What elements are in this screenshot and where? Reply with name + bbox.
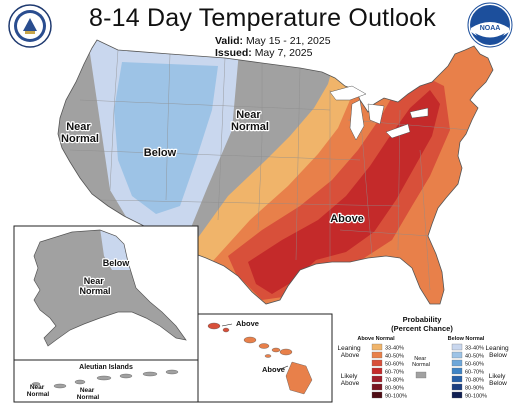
legend-near-normal-line2: Normal — [412, 362, 430, 368]
date-block: Valid: May 15 - 21, 2025 Issued: May 7, … — [215, 35, 331, 59]
legend-above-swatch-label-0: 33-40% — [385, 346, 404, 352]
near-normal-central-line1: Near — [236, 109, 261, 121]
region-label-below: Below — [144, 147, 177, 159]
legend-leaning-below-line1: Leaning — [486, 345, 510, 352]
legend-below-swatch-0 — [451, 343, 463, 351]
legend-above-swatch-label-2: 50-60% — [385, 362, 404, 368]
aleutian-title: Aleutian Islands — [79, 364, 133, 371]
aleutian-near-normal-2-line2: Normal — [77, 394, 100, 401]
legend-near-normal-label: Near Normal — [412, 356, 430, 368]
legend-below-swatch-6 — [451, 391, 463, 399]
legend-below-swatch-label-3: 60-70% — [465, 370, 484, 376]
commerce-seal-icon — [8, 4, 52, 48]
legend-likely-below: Likely Below — [489, 373, 507, 387]
legend-title-line2: (Percent Chance) — [391, 324, 453, 333]
legend-below-swatch-label-4: 70-80% — [465, 378, 484, 384]
legend-likely-above-line1: Likely — [341, 373, 358, 380]
noaa-logo-icon: NOAA — [467, 2, 513, 48]
issued-label: Issued: — [215, 47, 252, 59]
noaa-logo-text: NOAA — [480, 25, 501, 32]
alaska-outline — [33, 229, 187, 347]
legend-below-swatch-label-0: 33-40% — [465, 346, 484, 352]
aleutian-near-normal-1-line2: Normal — [27, 391, 50, 398]
hawaii-label-above-1: Above — [236, 319, 259, 328]
aleutian-near-normal-2-line1: Near — [80, 387, 95, 394]
alaska-near-normal-line2: Normal — [79, 286, 110, 296]
legend-below-bins: 33-40% 40-50% 50-60% 60-70% 70-80% 80-90% 90-1… — [451, 343, 487, 400]
legend: Probability (Percent Chance) Above Norma… — [338, 315, 511, 400]
legend-above-header: Above Normal — [357, 336, 395, 342]
alaska-label-below: Below — [103, 258, 131, 268]
legend-below-swatch-1 — [451, 351, 463, 359]
alaska-near-normal-line1: Near — [84, 276, 105, 286]
aleutian-islands — [31, 369, 179, 389]
hawaii-leader-1 — [221, 323, 233, 327]
legend-leaning-below-line2: Below — [489, 352, 507, 359]
legend-above-swatch-0 — [371, 343, 383, 351]
legend-below-swatch-3 — [451, 367, 463, 375]
legend-likely-below-line1: Likely — [489, 373, 506, 380]
valid-label: Valid: — [215, 35, 244, 47]
legend-above-bins: 33-40% 40-50% 50-60% 60-70% 70-80% 80-90% 90-1… — [371, 343, 407, 400]
legend-above-swatch-label-6: 90-100% — [385, 394, 407, 400]
legend-leaning-above: Leaning Above — [338, 345, 363, 359]
legend-leaning-above-line1: Leaning — [338, 345, 362, 352]
great-lakes — [329, 85, 429, 141]
map-title: 8-14 Day Temperature Outlook — [89, 4, 436, 32]
hawaii-islands — [207, 322, 313, 395]
legend-likely-above-line2: Above — [341, 380, 360, 387]
legend-below-swatch-label-5: 80-90% — [465, 386, 484, 392]
valid-dates: May 15 - 21, 2025 — [245, 35, 331, 47]
hawaii-label-above-2: Above — [262, 365, 285, 374]
conus-outline — [57, 39, 494, 305]
legend-above-swatch-6 — [371, 391, 383, 399]
legend-near-normal-swatch — [415, 371, 427, 379]
near-normal-west-line1: Near — [66, 121, 91, 133]
legend-below-swatch-4 — [451, 375, 463, 383]
legend-below-header: Below Normal — [448, 336, 485, 342]
issued-date: May 7, 2025 — [254, 47, 313, 59]
alaska-label-near-normal: Near Normal — [79, 276, 110, 296]
legend-leaning-above-line2: Above — [341, 352, 360, 359]
legend-above-swatch-4 — [371, 375, 383, 383]
hawaii-leader-2 — [277, 365, 289, 371]
aleutian-label-near-normal-1: Near Normal — [27, 384, 50, 398]
legend-near-normal-line1: Near — [414, 356, 426, 362]
legend-below-swatch-2 — [451, 359, 463, 367]
legend-above-swatch-label-1: 40-50% — [385, 354, 404, 360]
region-label-near-normal-west: Near Normal — [61, 121, 99, 145]
hawaii-inset-frame — [197, 313, 333, 403]
legend-above-swatch-1 — [371, 351, 383, 359]
legend-above-swatch-label-5: 80-90% — [385, 386, 404, 392]
legend-likely-above: Likely Above — [341, 373, 360, 387]
legend-title-line1: Probability — [403, 315, 443, 324]
aleutian-inset-frame — [13, 359, 199, 403]
legend-below-swatch-label-6: 90-100% — [465, 394, 487, 400]
region-label-above: Above — [330, 213, 364, 225]
legend-below-swatch-5 — [451, 383, 463, 391]
aleutian-near-normal-1-line1: Near — [30, 384, 45, 391]
legend-above-swatch-label-3: 60-70% — [385, 370, 404, 376]
legend-likely-below-line2: Below — [489, 380, 507, 387]
legend-above-swatch-2 — [371, 359, 383, 367]
region-label-near-normal-central: Near Normal — [231, 109, 269, 133]
legend-above-swatch-3 — [371, 367, 383, 375]
legend-below-swatch-label-1: 40-50% — [465, 354, 484, 360]
aleutian-label-near-normal-2: Near Normal — [77, 387, 100, 401]
legend-above-swatch-5 — [371, 383, 383, 391]
legend-leaning-below: Leaning Below — [486, 345, 511, 359]
legend-above-swatch-label-4: 70-80% — [385, 378, 404, 384]
near-normal-central-line2: Normal — [231, 121, 269, 133]
legend-below-swatch-label-2: 50-60% — [465, 362, 484, 368]
near-normal-west-line2: Normal — [61, 133, 99, 145]
